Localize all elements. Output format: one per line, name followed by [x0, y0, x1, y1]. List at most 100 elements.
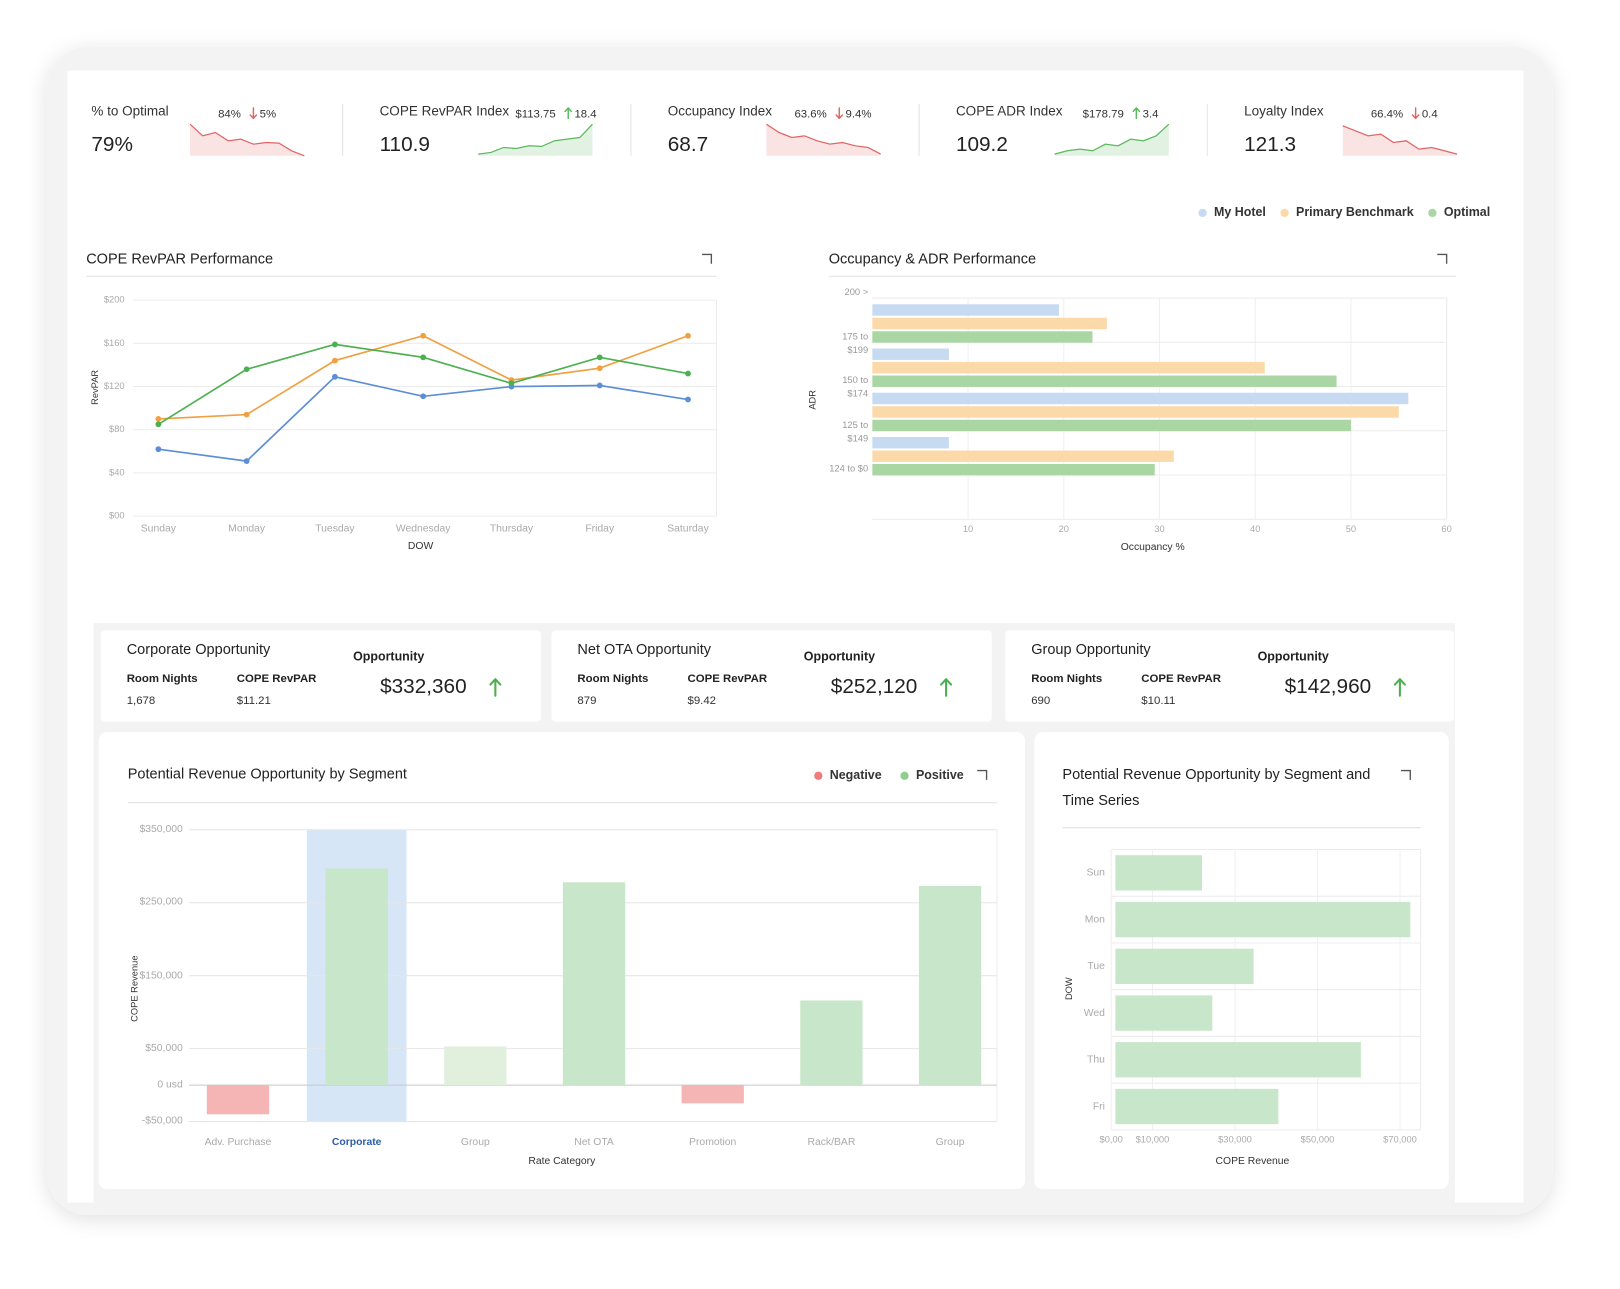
x-tick-label: 10: [963, 524, 973, 534]
y-tick-label-box: $250,000: [139, 896, 182, 907]
bar: [872, 392, 1409, 405]
series-point: [420, 354, 427, 361]
bar: [562, 882, 626, 1086]
x-axis-label: COPE Revenue: [1216, 1156, 1290, 1167]
x-tick-label: Adv. Purchase: [205, 1137, 272, 1148]
legend-dot: [900, 771, 909, 780]
series-point: [243, 411, 250, 418]
bar: [918, 885, 982, 1086]
card-value: $10.11: [1141, 695, 1175, 707]
y-tick-label: $120: [104, 381, 125, 391]
kpi-benchmark: 66.4%: [1371, 108, 1403, 120]
trend-arrow: [489, 678, 502, 697]
expand-icon[interactable]: [1400, 769, 1411, 780]
bar: [872, 419, 1351, 432]
kpi-value: 68.7: [668, 133, 708, 156]
y-tick-label: $00: [109, 511, 125, 521]
y-tick-label: 200 >: [844, 286, 869, 298]
card-label: COPE RevPAR: [237, 673, 317, 685]
series-point: [596, 382, 603, 389]
x-tick-label: 50: [1346, 524, 1356, 534]
expand-icon[interactable]: [1437, 253, 1448, 264]
card-amount: $252,120: [831, 675, 918, 698]
y-tick-label: Tue: [1087, 961, 1105, 972]
card-label: Room Nights: [1031, 673, 1102, 685]
y-tick-label: 125 to $149: [842, 419, 869, 444]
y-tick-label: $200: [104, 295, 125, 305]
bar: [1115, 1042, 1361, 1078]
sparkline: [1054, 123, 1170, 155]
kpi-value: 109.2: [956, 133, 1008, 156]
trend-arrow: [940, 678, 953, 697]
x-tick-label: $0,00: [1100, 1135, 1123, 1145]
x-tick-label: 60: [1441, 524, 1451, 534]
x-tick-label: Sunday: [141, 523, 177, 534]
y-tick-label: $40: [109, 467, 125, 477]
x-tick-label: Tuesday: [315, 523, 355, 534]
card-label: COPE RevPAR: [687, 673, 767, 685]
x-tick-label: Group: [461, 1137, 490, 1148]
y-tick-label: 175 to $199: [842, 330, 869, 355]
card-value: 690: [1031, 695, 1050, 707]
expand-icon[interactable]: [977, 769, 988, 780]
legend-label: Primary Benchmark: [1296, 205, 1414, 219]
kpi-label: Occupancy Index: [668, 104, 773, 119]
y-tick-label-box: 0 usd: [157, 1078, 183, 1091]
sparkline-area: [1054, 124, 1169, 156]
sparkline: [478, 123, 593, 155]
bar: [872, 375, 1337, 387]
kpi-change: 0.4: [1422, 108, 1439, 120]
expand-icon[interactable]: [702, 253, 713, 264]
card-label: Opportunity: [804, 650, 875, 664]
sparkline-area: [190, 124, 305, 156]
y-tick-label: Thu: [1087, 1055, 1105, 1066]
series-point: [420, 332, 427, 339]
x-tick-label: Net OTA: [574, 1137, 614, 1148]
bar: [1115, 995, 1213, 1031]
card-label: Opportunity: [353, 650, 424, 664]
bar: [681, 1085, 744, 1104]
x-tick-label: $50,000: [1301, 1135, 1335, 1145]
y-tick-label: Sun: [1086, 868, 1105, 879]
chart-title: Potential Revenue Opportunity by Segment…: [1062, 765, 1371, 808]
series-point: [155, 416, 162, 422]
bar: [872, 331, 1093, 343]
bar: [872, 362, 1265, 374]
legend-label: Negative: [830, 768, 882, 782]
kpi-label: COPE ADR Index: [956, 104, 1063, 119]
y-axis-label: RevPAR: [90, 370, 100, 405]
y-tick-label-box: 124 to $0: [829, 464, 868, 474]
card-value: 879: [577, 695, 596, 707]
card-label: Room Nights: [127, 673, 198, 685]
bar: [1115, 855, 1203, 891]
kpi-benchmark: 63.6%: [794, 108, 826, 120]
y-tick-label: -$50,000: [141, 1115, 183, 1127]
opportunity-card: [100, 630, 542, 722]
bar: [325, 868, 388, 1086]
legend-label: My Hotel: [1214, 205, 1266, 219]
x-tick-label: Group: [936, 1137, 965, 1148]
x-axis-label: DOW: [408, 541, 434, 552]
kpi-label: Loyalty Index: [1244, 104, 1324, 119]
y-tick-label-box: 125 to $149: [842, 419, 869, 444]
legend-dot: [1198, 208, 1207, 218]
y-tick-label-box: 150 to $174: [842, 375, 868, 399]
x-tick-label: Monday: [228, 523, 266, 534]
kpi-change: 18.4: [574, 108, 597, 120]
kpi-value: 110.9: [380, 133, 430, 156]
kpi-benchmark: $178.79: [1083, 108, 1124, 120]
x-tick-label: Wednesday: [396, 523, 451, 534]
legend-dot: [1428, 208, 1437, 218]
legend-label: Positive: [916, 768, 964, 782]
y-axis-label: DOW: [1064, 977, 1074, 1000]
x-axis-label: Occupancy %: [1121, 542, 1185, 553]
chart-title: COPE RevPAR Performance: [86, 251, 273, 267]
series-point: [508, 380, 515, 387]
card-amount: $142,960: [1285, 675, 1372, 698]
y-tick-label: 0 usd: [157, 1078, 183, 1091]
sparkline: [189, 123, 305, 157]
x-tick-label: Corporate: [332, 1137, 382, 1148]
sparkline: [766, 123, 881, 155]
